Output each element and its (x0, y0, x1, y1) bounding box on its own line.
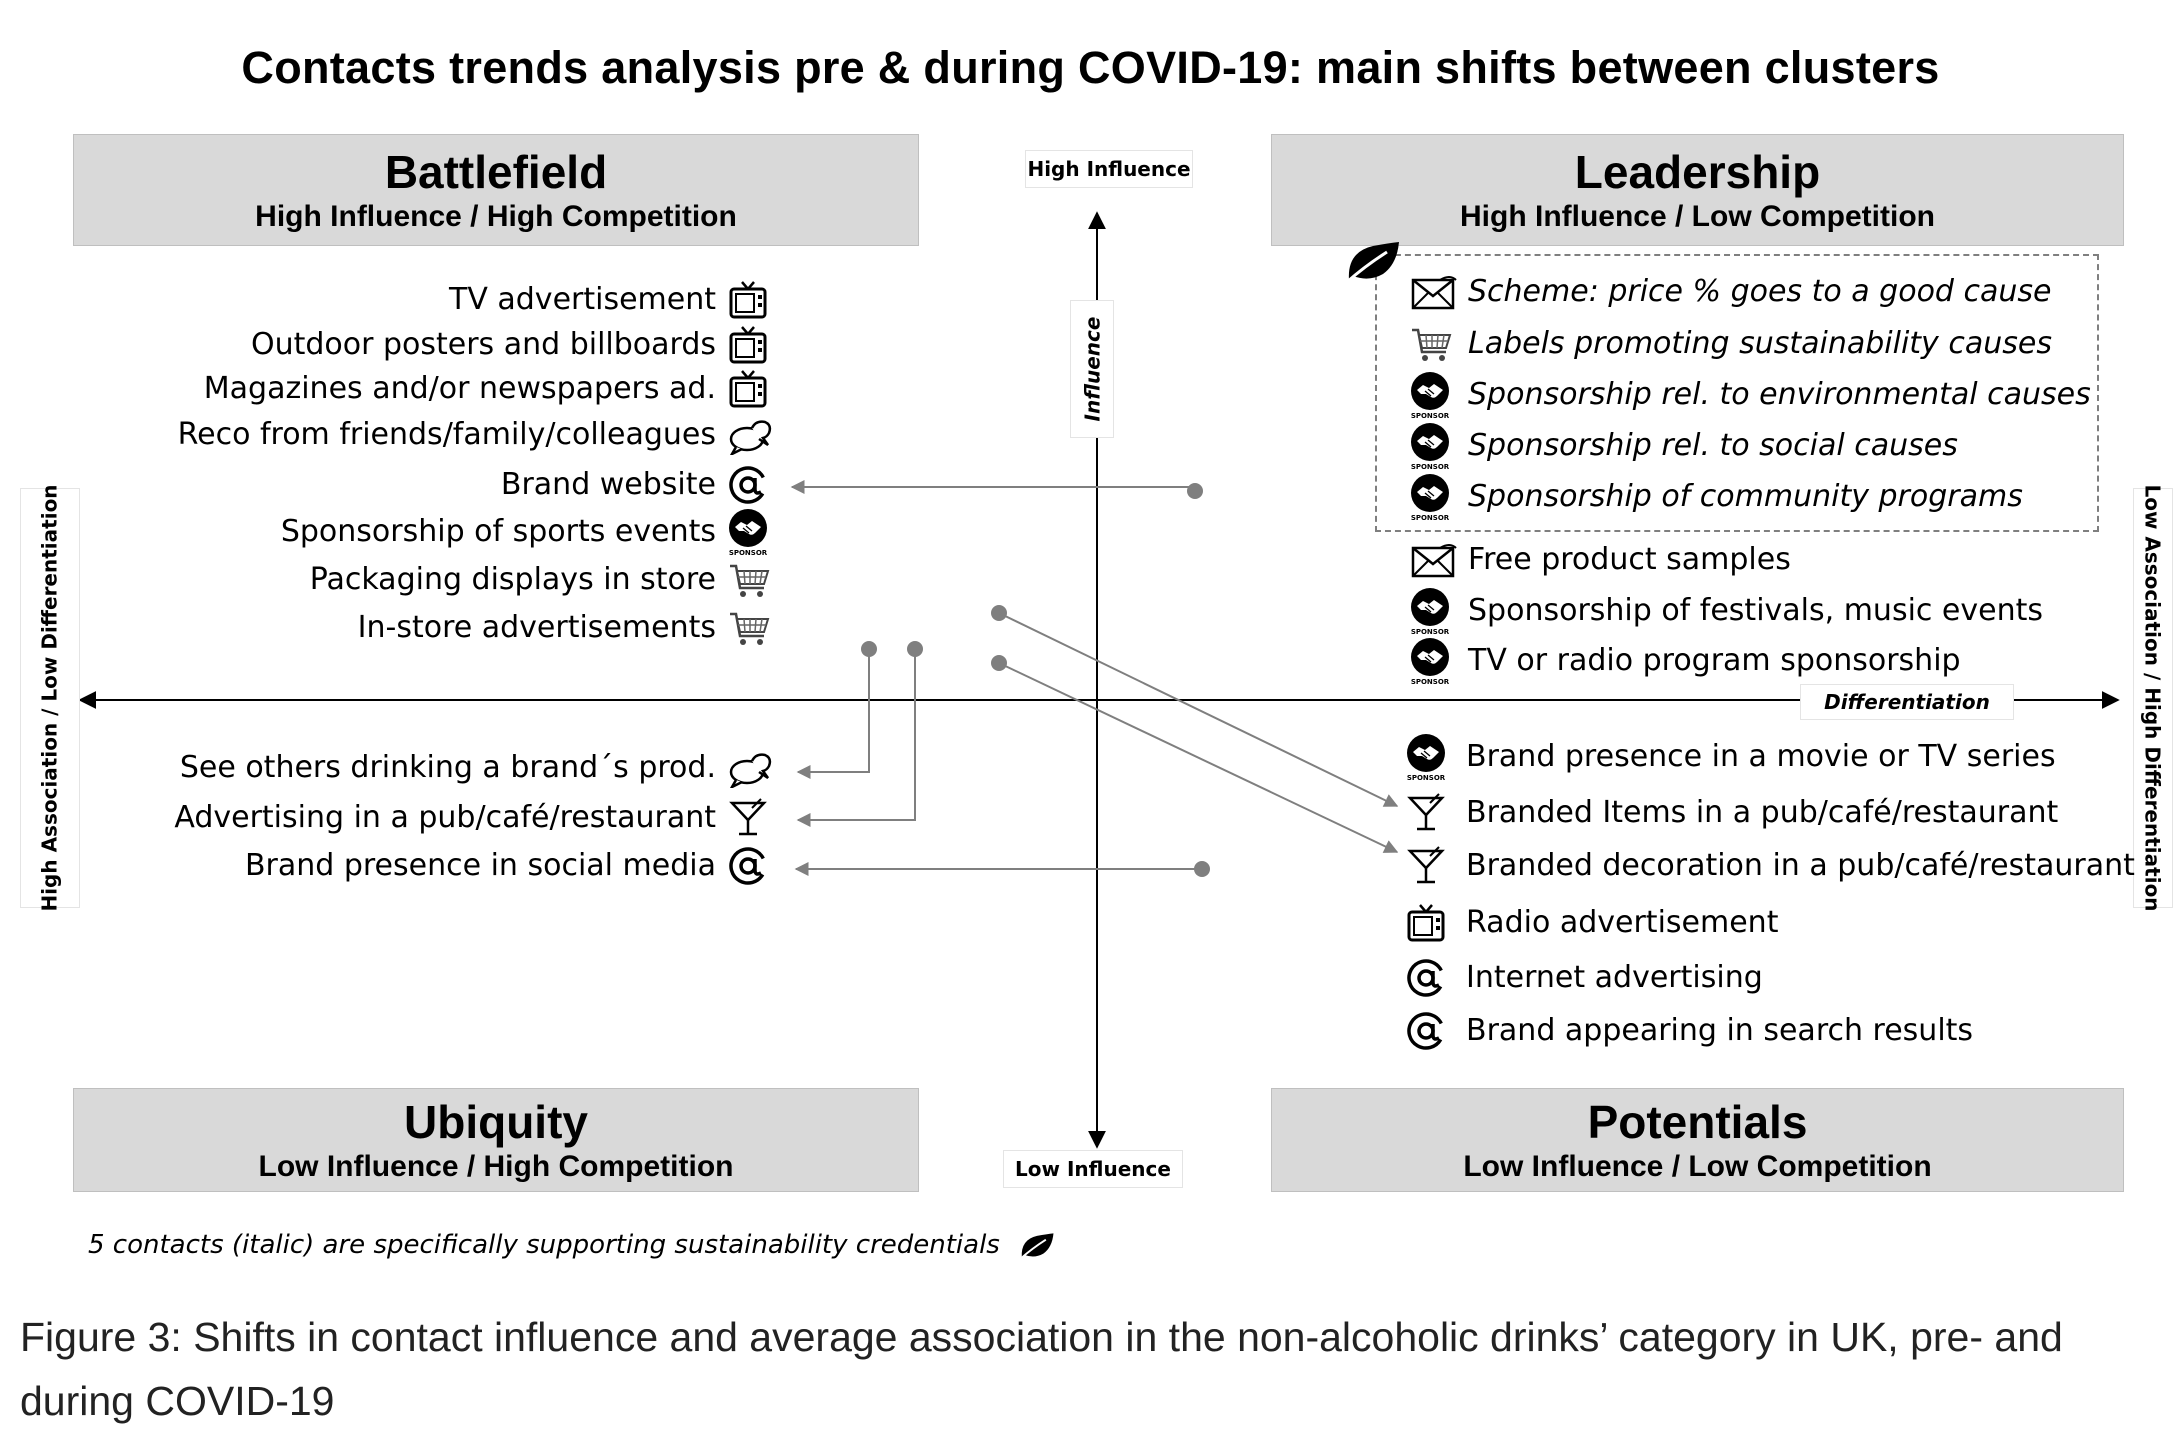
sponsor-icon: SPONSOR (1406, 733, 1446, 782)
quadrant-name: Ubiquity (404, 1096, 588, 1148)
contact-label: Labels promoting sustainability causes (1468, 326, 2052, 361)
contact-label: Brand website (500, 467, 716, 502)
sponsor-label: SPONSOR (1410, 628, 1450, 636)
axis-label-left: High Association / Low Differentiation (20, 484, 80, 912)
speech-bubbles-icon (728, 748, 772, 788)
axis-label-left-text: High Association / Low Differentiation (38, 484, 62, 912)
contact-label: Internet advertising (1466, 960, 1763, 995)
at-icon (1406, 1011, 1446, 1051)
envelope-icon (1410, 540, 1458, 580)
sponsor-icon: SPONSOR (1410, 637, 1450, 686)
sponsor-icon: SPONSOR (728, 508, 768, 557)
contact-label: Magazines and/or newspapers ad. (203, 371, 716, 406)
axis-label-influence: Influence (1070, 300, 1114, 438)
sponsor-label: SPONSOR (728, 549, 768, 557)
contact-label: In-store advertisements (357, 610, 716, 645)
sponsor-icon: SPONSOR (1410, 371, 1450, 420)
tv-icon (1406, 903, 1446, 943)
sustainability-box (1375, 254, 2099, 532)
contact-label: Outdoor posters and billboards (250, 327, 716, 362)
shift-arrow (796, 649, 870, 779)
cart-icon (1410, 324, 1454, 364)
cart-icon (728, 608, 772, 648)
contact-label: Advertising in a pub/café/restaurant (174, 800, 716, 835)
tv-icon (728, 280, 768, 320)
axis-label-high-influence: High Influence (1025, 150, 1193, 188)
chart-title: Contacts trends analysis pre & during CO… (241, 42, 1940, 93)
contact-label: Branded decoration in a pub/café/restaur… (1466, 848, 2135, 883)
sponsor-icon: SPONSOR (1410, 422, 1450, 471)
sponsor-label: SPONSOR (1410, 514, 1450, 522)
contact-label: TV advertisement (449, 282, 716, 317)
contact-label: Sponsorship rel. to social causes (1468, 428, 1958, 463)
cart-icon (728, 560, 772, 600)
contact-label: Sponsorship of festivals, music events (1468, 593, 2044, 628)
cocktail-icon (728, 798, 768, 838)
sponsor-label: SPONSOR (1410, 463, 1450, 471)
contact-label: Sponsorship of community programs (1468, 479, 2023, 514)
axis-label-influence-text: Influence (1080, 316, 1105, 422)
quadrant-leadership: Leadership High Influence / Low Competit… (1271, 134, 2124, 246)
contact-label: Brand presence in a movie or TV series (1466, 739, 2056, 774)
sponsor-label: SPONSOR (1410, 678, 1450, 686)
contact-label: Free product samples (1468, 542, 1791, 577)
at-icon (1406, 958, 1446, 998)
at-icon (728, 846, 768, 886)
envelope-icon (1410, 272, 1458, 312)
leaf-icon (1343, 240, 1403, 284)
at-icon (728, 465, 768, 505)
sponsor-label: SPONSOR (1406, 774, 1446, 782)
shift-arrow (998, 612, 1399, 807)
contact-label: Packaging displays in store (309, 562, 716, 597)
axis-label-right-text: Low Association / High Differentiation (2141, 484, 2165, 912)
shift-origin-dot (1187, 483, 1203, 499)
figure-caption: Figure 3: Shifts in contact influence an… (20, 1314, 2063, 1424)
shift-arrow (998, 662, 1399, 853)
contact-label: Brand presence in social media (244, 848, 716, 883)
axis-label-differentiation: Differentiation (1800, 684, 2014, 720)
quadrant-subtitle: High Influence / High Competition (255, 200, 737, 233)
axis-label-low-influence: Low Influence (1003, 1150, 1183, 1188)
contact-label: Brand appearing in search results (1466, 1013, 1974, 1048)
quadrant-battlefield: Battlefield High Influence / High Compet… (73, 134, 919, 246)
contact-label: Radio advertisement (1466, 905, 1779, 940)
quadrant-name: Leadership (1574, 146, 1821, 198)
contact-label: Scheme: price % goes to a good cause (1468, 274, 2052, 309)
quadrant-name: Battlefield (384, 146, 608, 198)
quadrant-ubiquity: Ubiquity Low Influence / High Competitio… (73, 1088, 919, 1192)
tv-icon (728, 369, 768, 409)
quadrant-potentials: Potentials Low Influence / Low Competiti… (1271, 1088, 2124, 1192)
contact-label: TV or radio program sponsorship (1468, 643, 1961, 678)
contact-label: Branded Items in a pub/café/restaurant (1466, 795, 2059, 830)
footnote: 5 contacts (italic) are specifically sup… (88, 1230, 1056, 1260)
contact-label: Sponsorship of sports events (280, 514, 716, 549)
speech-bubbles-icon (728, 415, 772, 455)
quadrant-name: Potentials (1587, 1096, 1808, 1148)
sponsor-icon: SPONSOR (1410, 587, 1450, 636)
cocktail-icon (1406, 846, 1446, 886)
tv-icon (728, 325, 768, 365)
quadrant-subtitle: Low Influence / High Competition (258, 1150, 734, 1183)
contact-label: Reco from friends/family/colleagues (177, 417, 716, 452)
footnote-text: 5 contacts (italic) are specifically sup… (88, 1230, 1000, 1260)
axis-label-right: Low Association / High Differentiation (2133, 484, 2173, 912)
leaf-icon (1018, 1232, 1056, 1260)
contact-label: Sponsorship rel. to environmental causes (1468, 377, 2091, 412)
shift-arrow (796, 649, 916, 827)
sponsor-label: SPONSOR (1410, 412, 1450, 420)
contact-label: See others drinking a brand´s prod. (179, 750, 716, 785)
sponsor-icon: SPONSOR (1410, 473, 1450, 522)
quadrant-subtitle: Low Influence / Low Competition (1463, 1150, 1932, 1183)
cocktail-icon (1406, 793, 1446, 833)
quadrant-subtitle: High Influence / Low Competition (1460, 200, 1935, 233)
